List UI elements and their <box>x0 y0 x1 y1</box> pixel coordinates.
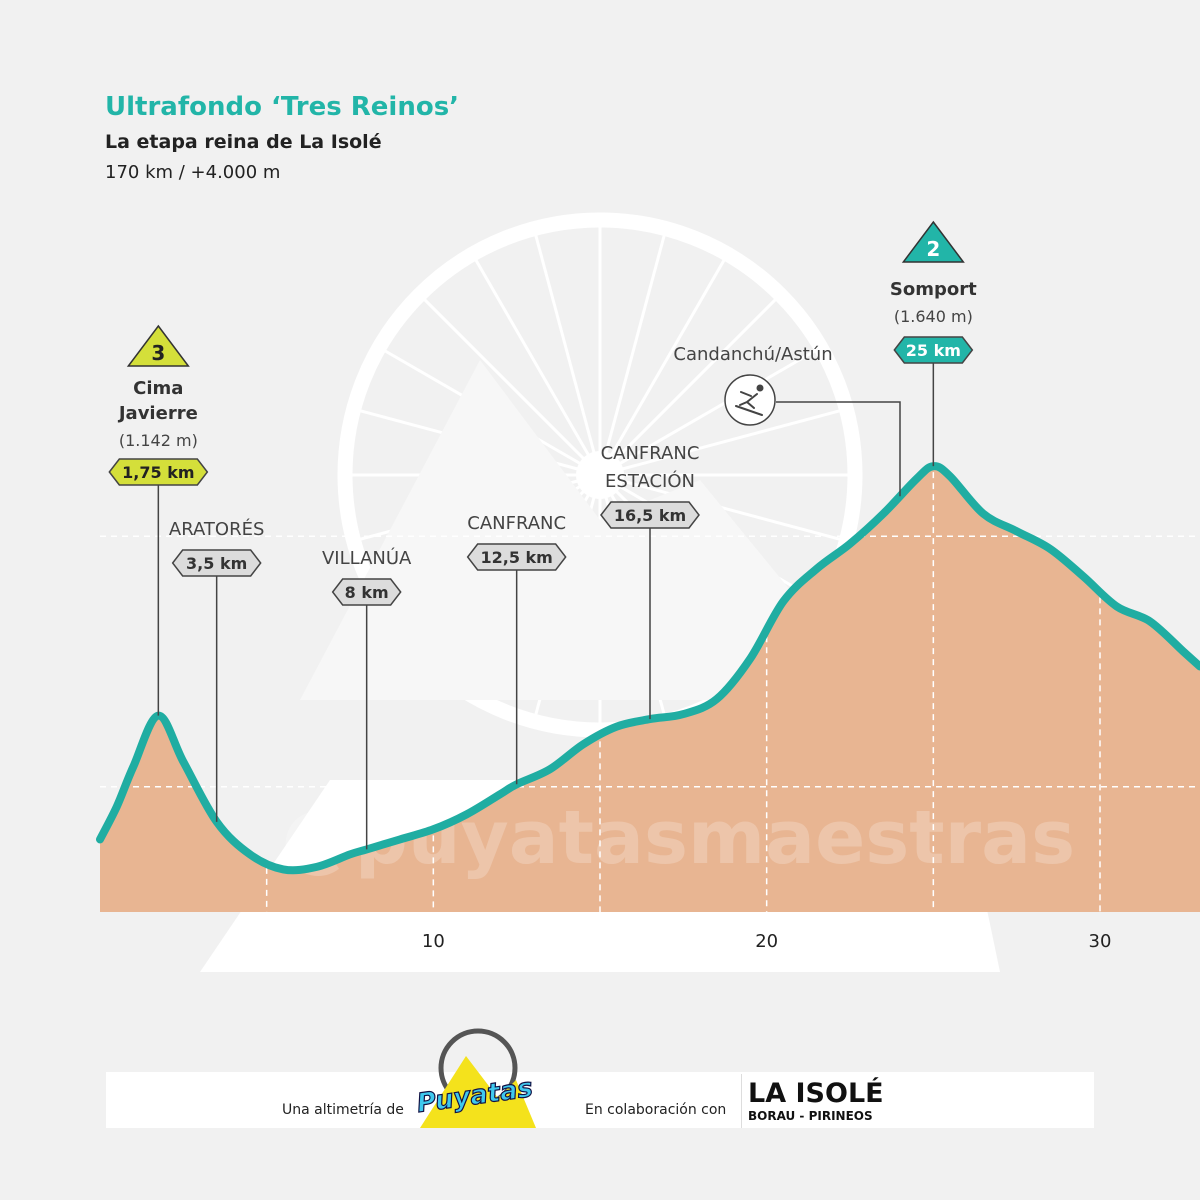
climb-km-marker: 25 km <box>893 336 974 364</box>
background-wheel-spoke <box>599 348 818 477</box>
background-wheel-spoke <box>598 257 727 476</box>
page-title: Ultrafondo ‘Tres Reinos’ <box>105 92 460 122</box>
puyatas-logo-mountain <box>420 1056 536 1128</box>
place-km-marker-text: 3,5 km <box>186 554 247 573</box>
background-wheel-spoke <box>422 297 602 477</box>
footer-bar <box>106 1072 1094 1128</box>
background-mountain <box>300 360 880 700</box>
climb-altitude: (1.640 m) <box>894 307 973 326</box>
background-wheel-spoke <box>598 233 667 476</box>
background-wheel-spoke <box>473 257 602 476</box>
place-km-marker-shape <box>600 501 700 529</box>
place-name: VILLANÚA <box>322 547 412 569</box>
climb-km-marker-shape <box>893 336 974 364</box>
puyatas-logo: Puyatas <box>418 1028 536 1128</box>
page-subtitle: La etapa reina de La Isolé <box>105 131 382 153</box>
place-name-line2: ESTACIÓN <box>605 470 695 492</box>
climb-altitude: (1.142 m) <box>119 431 198 450</box>
place-km-marker: 3,5 km <box>171 549 262 577</box>
place-km-marker-shape <box>466 543 567 571</box>
climb-category-triangle <box>901 220 965 263</box>
background-wheel-spoke <box>599 408 842 477</box>
climb-category-badge: 2 <box>901 220 965 263</box>
place-km-marker: 12,5 km <box>466 543 567 571</box>
la-isole-logo: LA ISOLÉ BORAU - PIRINEOS <box>741 1074 886 1128</box>
x-tick-label: 30 <box>1089 931 1112 952</box>
place-name: CANFRANC <box>467 513 566 534</box>
elevation-line <box>96 462 1200 875</box>
place-name: ARATORÉS <box>169 518 264 540</box>
collab-label: En colaboración con <box>585 1102 727 1118</box>
climb-km-marker-shape <box>108 458 209 486</box>
climb-km-marker: 1,75 km <box>108 458 209 486</box>
climb-name-line2: Javierre <box>117 403 198 424</box>
climb-category-badge: 3 <box>126 324 190 367</box>
ski-resort-leader <box>776 401 901 497</box>
place-km-marker-shape <box>331 578 402 606</box>
x-tick-label: 20 <box>755 931 778 952</box>
climb-category-number: 3 <box>151 341 165 365</box>
place-name: CANFRANC <box>601 443 700 464</box>
background-wheel-spoke <box>598 297 778 477</box>
place-km-marker: 8 km <box>331 578 402 606</box>
place-km-marker: 16,5 km <box>600 501 700 529</box>
la-isole-logo-subtitle: BORAU - PIRINEOS <box>748 1109 873 1123</box>
place-km-marker-shape <box>171 549 262 577</box>
place-km-marker-text: 16,5 km <box>614 506 686 525</box>
place-km-marker-text: 12,5 km <box>480 548 552 567</box>
climb-category-number: 2 <box>926 237 940 261</box>
climb-km-marker-text: 1,75 km <box>122 463 194 482</box>
x-tick-label: 10 <box>422 931 445 952</box>
climb-km-marker-text: 25 km <box>906 341 961 360</box>
ski-resort-marker <box>724 374 901 497</box>
skier-icon-head <box>756 384 764 392</box>
la-isole-logo-title: LA ISOLÉ <box>748 1078 884 1109</box>
skier-icon-figure <box>735 391 763 416</box>
route-stats: 170 km / +4.000 m <box>105 162 281 183</box>
climb-name: Cima <box>133 378 183 399</box>
ski-resort-name: Candanchú/Astún <box>673 344 832 365</box>
altimetry-label: Una altimetría de <box>282 1102 404 1118</box>
climb-category-triangle <box>126 324 190 367</box>
background-wheel-spoke <box>533 233 602 476</box>
elevation-area <box>100 466 1200 912</box>
place-km-marker-text: 8 km <box>345 583 389 602</box>
climb-name: Somport <box>890 279 977 300</box>
